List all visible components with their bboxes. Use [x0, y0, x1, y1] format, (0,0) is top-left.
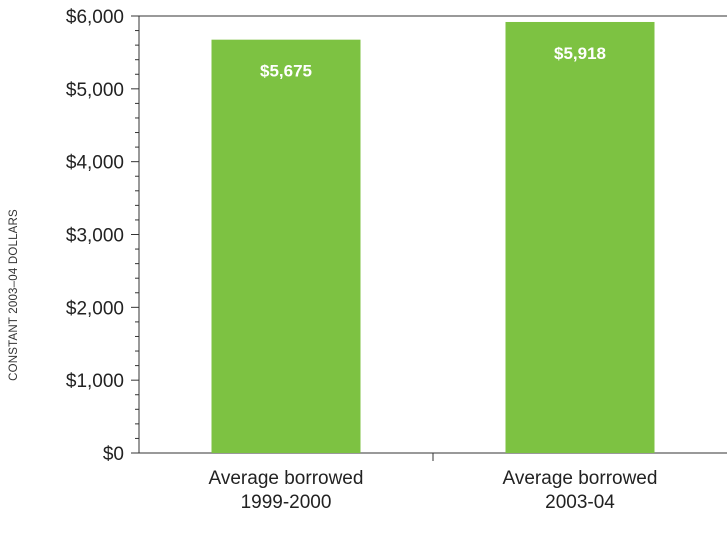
- x-category-label-line: Average borrowed: [209, 468, 364, 489]
- x-category-label-line: 1999-2000: [241, 492, 332, 513]
- y-tick-label: $0: [103, 444, 124, 465]
- x-category-label: Average borrowed 2003-04: [503, 468, 658, 513]
- bar-value-label: $5,675: [260, 62, 312, 81]
- bar-value-label: $5,918: [554, 44, 606, 63]
- y-tick-label: $3,000: [66, 226, 124, 247]
- y-tick-label: $2,000: [66, 298, 124, 319]
- y-tick-label: $5,000: [66, 80, 124, 101]
- y-tick-label: $1,000: [66, 371, 124, 392]
- y-tick-label: $6,000: [66, 7, 124, 28]
- bar: [505, 21, 655, 454]
- x-category-label-line: Average borrowed: [503, 468, 658, 489]
- bars: $5,675 $5,918: [211, 21, 655, 454]
- y-ticks: $0 $1,000 $2,000 $3,000 $4,000 $5,000 $6,000: [66, 7, 139, 465]
- bar: [211, 39, 361, 453]
- y-tick-label: $4,000: [66, 153, 124, 174]
- x-category-label: Average borrowed 1999-2000: [209, 468, 364, 513]
- x-category-label-line: 2003-04: [545, 492, 615, 513]
- y-axis-label: CONSTANT 2003–04 DOLLARS: [8, 209, 20, 381]
